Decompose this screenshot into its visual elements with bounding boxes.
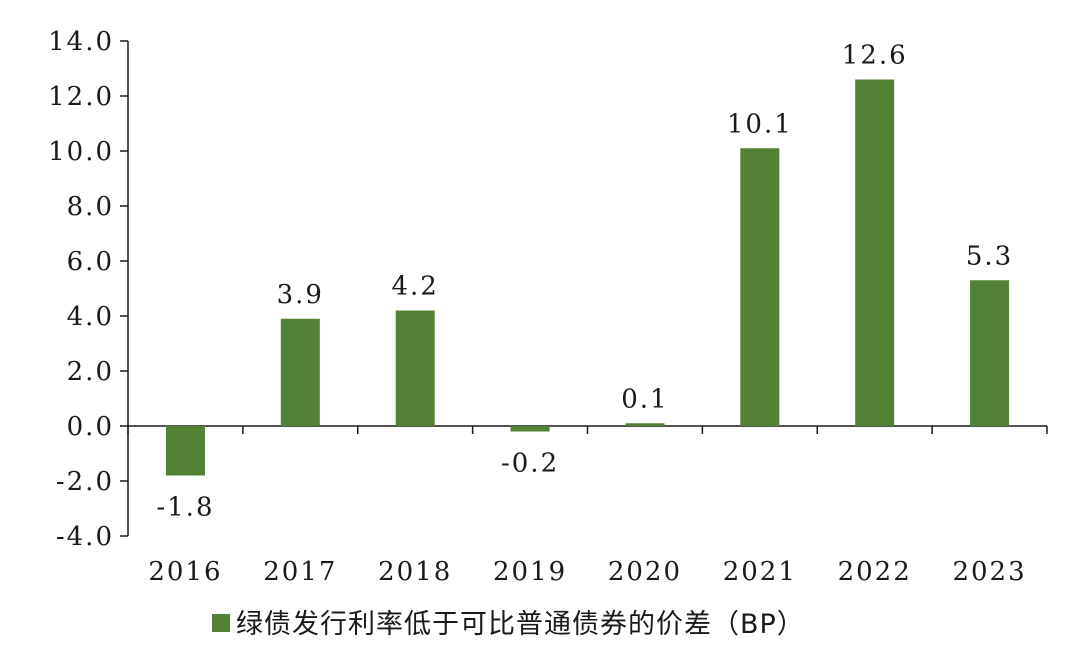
y-tick-label: -2.0 xyxy=(56,467,114,497)
y-tick-label: 2.0 xyxy=(67,357,114,387)
x-axis: 2016 2017 2018 2019 2020 2021 2022 2023 xyxy=(127,425,1048,587)
bar xyxy=(855,79,895,426)
y-tick-label: 12.0 xyxy=(48,82,114,112)
data-label: 12.6 xyxy=(842,41,908,71)
legend-swatch xyxy=(212,614,230,632)
data-label: 3.9 xyxy=(277,280,324,310)
y-tick-label: 14.0 xyxy=(48,27,114,57)
data-label: 10.1 xyxy=(727,109,793,139)
x-tick-label: 2018 xyxy=(378,557,452,587)
data-labels: -1.8 3.9 4.2 -0.2 0.1 10.1 12.6 5.3 xyxy=(156,41,1013,523)
bars xyxy=(165,79,1010,476)
bar xyxy=(395,310,435,426)
x-tick-label: 2023 xyxy=(952,557,1026,587)
bar xyxy=(970,280,1010,426)
x-tick-label: 2021 xyxy=(723,557,797,587)
y-tick-label: -4.0 xyxy=(56,522,114,552)
data-label: 0.1 xyxy=(621,384,668,414)
bar xyxy=(740,148,780,426)
y-tick-label: 10.0 xyxy=(48,137,114,167)
bar xyxy=(165,426,205,476)
x-tick-label: 2017 xyxy=(263,557,337,587)
x-tick-label: 2020 xyxy=(608,557,682,587)
y-tick-label: 6.0 xyxy=(67,247,114,277)
data-label: 4.2 xyxy=(392,272,439,302)
bar xyxy=(625,423,665,426)
bar xyxy=(510,426,550,432)
y-tick-label: 4.0 xyxy=(67,302,114,332)
x-tick-label: 2022 xyxy=(838,557,912,587)
x-tick-label: 2019 xyxy=(493,557,567,587)
legend-label: 绿债发行利率低于可比普通债券的价差（BP） xyxy=(236,609,805,640)
y-axis: 14.0 12.0 10.0 8.0 6.0 4.0 2.0 0.0 -2.0 -4.0 xyxy=(48,27,129,552)
bar xyxy=(280,318,320,426)
legend: 绿债发行利率低于可比普通债券的价差（BP） xyxy=(212,609,805,640)
data-label: -0.2 xyxy=(501,449,559,479)
x-tick-label: 2016 xyxy=(148,557,222,587)
data-label: 5.3 xyxy=(966,241,1013,271)
y-tick-label: 8.0 xyxy=(67,192,114,222)
y-tick-label: 0.0 xyxy=(67,412,114,442)
data-label: -1.8 xyxy=(156,493,214,523)
